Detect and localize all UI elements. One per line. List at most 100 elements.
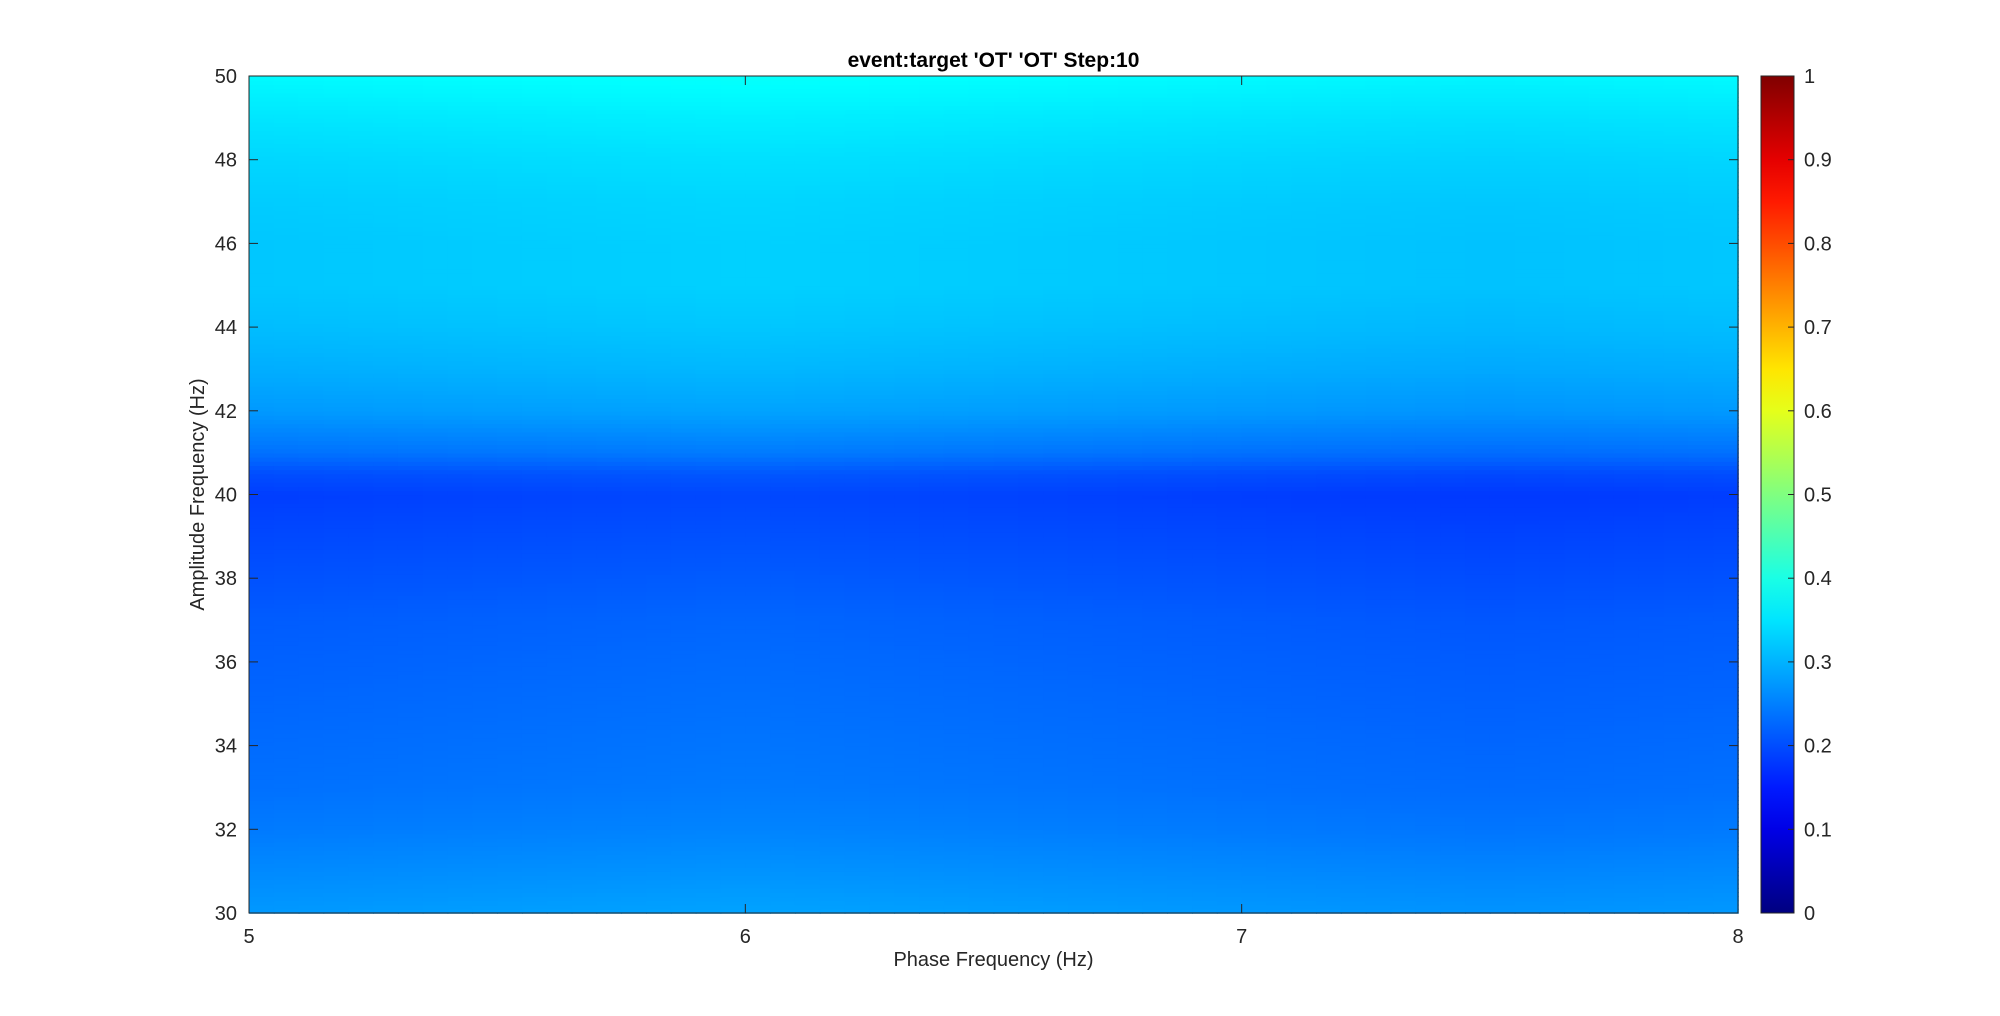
heatmap-cell [646, 578, 672, 584]
heatmap-cell [1266, 645, 1293, 651]
heatmap-cell [1043, 833, 1069, 839]
heatmap-cell [1340, 682, 1367, 688]
heatmap-cell [1365, 783, 1392, 789]
heatmap-cell [844, 666, 871, 672]
heatmap-cell [1067, 787, 1094, 793]
heatmap-cell [894, 657, 920, 663]
heatmap-cell [695, 808, 722, 814]
heatmap-cell [1340, 808, 1367, 814]
heatmap-cell [273, 900, 300, 906]
heatmap-cell [596, 829, 623, 835]
heatmap-cell [869, 825, 896, 831]
heatmap-cell [794, 762, 821, 768]
heatmap-cell [819, 716, 846, 722]
heatmap-cell [273, 837, 300, 843]
heatmap-cell [1539, 846, 1566, 852]
heatmap-cell [546, 678, 573, 684]
heatmap-cell [1613, 900, 1640, 906]
heatmap-cell [1589, 804, 1615, 810]
heatmap-cell [596, 762, 623, 768]
heatmap-cell [1192, 691, 1218, 697]
heatmap-cell [1638, 762, 1665, 768]
heatmap-cell [1340, 774, 1367, 780]
heatmap-cell [794, 691, 821, 697]
heatmap-cell [1365, 808, 1392, 814]
heatmap-cell [621, 791, 647, 797]
heatmap-cell [1688, 850, 1714, 856]
heatmap-cell [1340, 574, 1367, 579]
heatmap-cell [1564, 758, 1590, 764]
heatmap-cell [844, 808, 871, 814]
heatmap-cell [1241, 787, 1268, 793]
heatmap-cell [348, 636, 374, 642]
heatmap-cell [1266, 636, 1293, 642]
heatmap-cell [596, 699, 623, 705]
heatmap-cell [1514, 678, 1541, 684]
heatmap-cell [621, 599, 647, 605]
heatmap-cell [968, 724, 995, 730]
heatmap-cell [1539, 615, 1566, 621]
heatmap-cell [1638, 632, 1665, 638]
heatmap-cell [1489, 804, 1516, 810]
heatmap-cell [695, 678, 722, 684]
heatmap-cell [596, 753, 623, 759]
heatmap-cell [1142, 841, 1169, 847]
heatmap-cell [894, 712, 920, 718]
heatmap-cell [869, 653, 896, 659]
heatmap-cell [373, 657, 399, 663]
heatmap-cell [422, 603, 449, 609]
heatmap-cell [298, 699, 325, 705]
heatmap-cell [1589, 762, 1615, 768]
heatmap-cell [1589, 590, 1615, 596]
heatmap-cell [521, 594, 548, 600]
heatmap-cell [819, 783, 846, 789]
heatmap-cell [819, 649, 846, 655]
heatmap-cell [546, 820, 573, 826]
heatmap-cell [1638, 703, 1665, 709]
heatmap-cell [670, 749, 697, 755]
heatmap-cell [869, 670, 896, 676]
heatmap-cell [720, 628, 747, 634]
heatmap-cell [298, 846, 325, 852]
heatmap-cell [1167, 615, 1193, 621]
heatmap-cell [348, 875, 374, 881]
heatmap-cell [1092, 628, 1119, 634]
heatmap-cell [621, 582, 647, 588]
heatmap-cell [1192, 582, 1218, 588]
heatmap-cell [1316, 666, 1342, 672]
heatmap-cell [1613, 787, 1640, 793]
heatmap-cell [1415, 879, 1441, 885]
heatmap-cell [1390, 904, 1417, 910]
heatmap-cell [993, 787, 1020, 793]
heatmap-cell [1216, 645, 1243, 651]
heatmap-cell [1142, 887, 1169, 893]
heatmap-cell [1167, 770, 1193, 776]
heatmap-cell [1589, 779, 1615, 785]
heatmap-cell [521, 908, 548, 914]
heatmap-cell [919, 858, 945, 864]
heatmap-cell [1117, 578, 1144, 584]
heatmap-cell [745, 682, 771, 688]
heatmap-cell [1192, 615, 1218, 621]
heatmap-cell [720, 879, 747, 885]
heatmap-cell [1539, 707, 1566, 713]
heatmap-cell [894, 733, 920, 739]
heatmap-cell [323, 862, 350, 868]
heatmap-cell [422, 649, 449, 655]
heatmap-cell [1316, 837, 1342, 843]
heatmap-cell [919, 703, 945, 709]
heatmap-cell [397, 737, 424, 743]
heatmap-cell [397, 762, 424, 768]
heatmap-cell [571, 770, 598, 776]
heatmap-cell [596, 695, 623, 701]
heatmap-cell [1514, 716, 1541, 722]
heatmap-cell [1663, 791, 1690, 797]
heatmap-cell [397, 590, 424, 596]
heatmap-cell [1440, 691, 1466, 697]
heatmap-cell [1266, 762, 1293, 768]
heatmap-cell [1564, 649, 1590, 655]
heatmap-cell [1192, 812, 1218, 818]
heatmap-cell [447, 745, 474, 751]
heatmap-cell [1713, 887, 1739, 893]
heatmap-cell [1018, 883, 1044, 889]
